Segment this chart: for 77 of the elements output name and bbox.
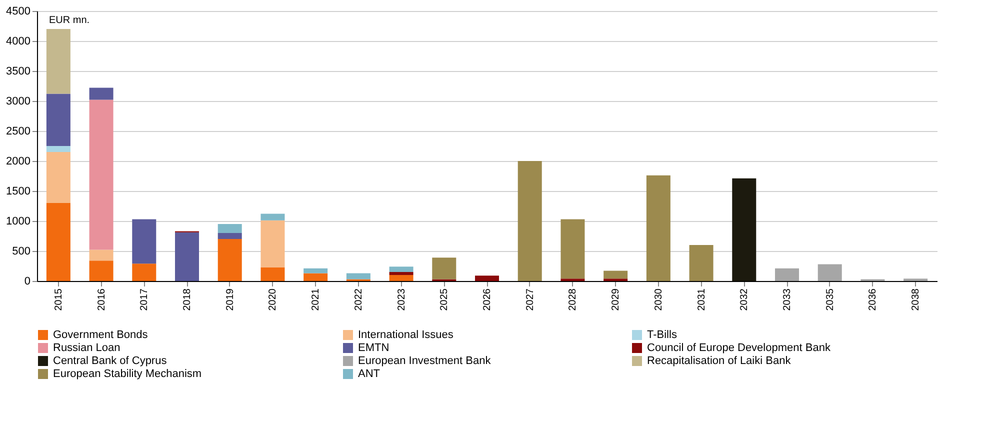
legend-label: T-Bills [647,329,678,341]
x-tick-label: 2016 [96,288,108,311]
bar [89,260,114,281]
bar [46,152,70,203]
y-tick-label: 4000 [6,36,30,48]
bar [89,250,114,261]
bar [260,220,285,268]
bar [389,272,414,275]
legend-label: Recapitalisation of Laiki Bank [647,355,792,367]
bar [46,203,70,281]
bar [132,264,156,281]
x-tick-label: 2015 [53,288,64,311]
bar [389,275,414,281]
y-tick-label: 3500 [6,66,30,78]
x-tick-label: 2021 [310,288,322,311]
y-tick-label: 2000 [6,156,30,168]
bar [132,219,156,264]
bar [604,270,628,279]
x-tick-label: 2036 [868,288,879,311]
bar [732,178,756,281]
legend-label: Council of Europe Development Bank [647,342,831,354]
x-tick-label: 2023 [396,288,408,311]
x-tick-label: 2028 [568,288,579,311]
bar [218,239,242,281]
x-tick-label: 2017 [139,288,150,311]
bar [46,29,70,94]
y-tick-label: 2500 [6,126,30,138]
bar [218,233,242,239]
y-tick-label: 1000 [6,216,30,228]
bar [689,245,714,281]
annotation: EUR mn. [49,15,90,26]
bar [560,219,585,279]
x-tick-label: 2029 [610,288,622,311]
bar [89,100,114,250]
bar [518,161,542,281]
y-tick-label: 500 [12,246,30,258]
legend-label: ANT [358,368,380,380]
y-tick-label: 4500 [6,6,30,18]
y-tick-label: 1500 [6,186,30,198]
bar [475,276,499,281]
bar [175,232,199,281]
bar [818,264,842,281]
bar [260,214,285,220]
x-tick-label: 2027 [524,288,536,311]
x-tick-label: 2019 [224,288,236,311]
x-tick-label: 2025 [439,288,450,311]
bar [218,224,242,233]
bar [46,94,70,146]
y-tick-label: 0 [24,276,30,288]
x-tick-label: 2026 [482,288,493,311]
legend-label: Government Bonds [53,329,148,341]
x-tick-label: 2033 [782,288,793,311]
x-tick-label: 2030 [653,288,664,311]
legend-label: International Issues [358,329,454,341]
legend-label: Central Bank of Cyprus [53,355,168,367]
bar [46,146,70,152]
y-tick-label: 3000 [6,96,30,108]
bar [646,175,670,281]
x-tick-label: 2031 [696,288,708,311]
bar [432,258,456,280]
bar [389,266,414,272]
bar [260,267,285,281]
bar [304,268,328,274]
legend-label: EMTN [358,342,390,354]
x-tick-label: 2032 [739,288,750,311]
bar [89,88,114,100]
bar [775,268,799,281]
x-tick-label: 2022 [353,288,364,311]
x-tick-label: 2020 [268,288,279,311]
x-tick-label: 2035 [824,288,836,311]
legend-label: European Investment Bank [358,355,492,367]
x-tick-label: 2038 [910,288,922,311]
x-tick-label: 2018 [182,288,193,311]
bar [304,273,328,281]
legend-label: Russian Loan [53,342,120,354]
legend-label: European Stability Mechanism [53,368,202,380]
bar [346,273,370,280]
